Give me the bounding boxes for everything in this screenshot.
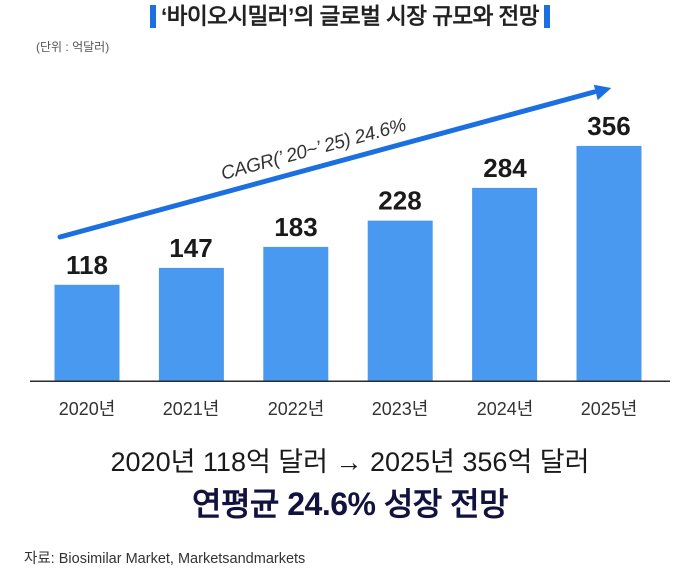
svg-text:228: 228: [378, 186, 421, 216]
svg-text:2021년: 2021년: [163, 399, 220, 419]
svg-text:2020년: 2020년: [59, 399, 116, 419]
svg-text:118: 118: [66, 250, 108, 280]
svg-text:2022년: 2022년: [268, 399, 325, 419]
svg-text:2025년: 2025년: [581, 399, 638, 419]
svg-text:356: 356: [587, 111, 630, 141]
svg-text:284: 284: [483, 153, 527, 183]
svg-text:183: 183: [274, 212, 317, 242]
svg-text:2024년: 2024년: [477, 399, 534, 419]
svg-text:147: 147: [169, 233, 212, 263]
svg-text:2023년: 2023년: [372, 399, 429, 419]
